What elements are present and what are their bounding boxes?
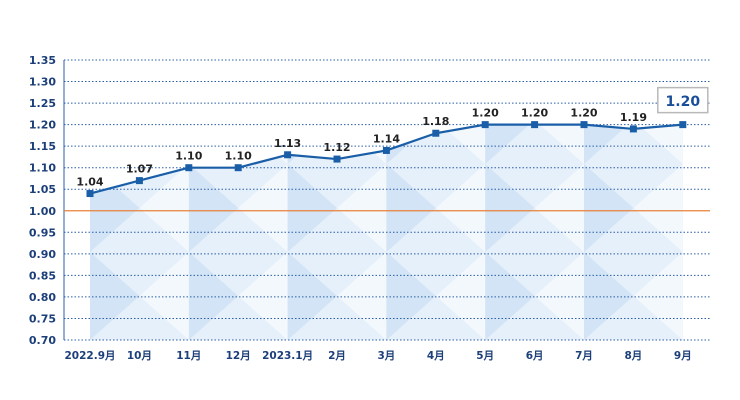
data-point [580,121,588,129]
data-label: 1.12 [323,141,350,154]
data-point [185,164,193,172]
y-tick-label: 1.20 [29,119,56,132]
y-tick-label: 0.75 [29,312,56,325]
y-tick-label: 1.35 [29,54,56,67]
x-tick-label: 8月 [624,350,642,362]
highlight-box [657,86,709,114]
y-tick-label: 1.15 [29,140,56,153]
data-point [333,155,341,163]
data-label: 1.20 [472,107,499,120]
y-tick-label: 0.95 [29,226,56,239]
x-tick-label: 9月 [674,350,692,362]
data-label: 1.13 [274,137,301,150]
data-label: 1.04 [76,176,103,189]
data-point [629,125,637,133]
x-tick-label: 11月 [176,350,201,362]
x-tick-label: 2月 [328,350,346,362]
data-label: 1.19 [620,111,647,124]
x-tick-label: 7月 [575,350,593,362]
x-tick-label: 5月 [476,350,494,362]
data-point [382,146,390,154]
x-tick-label: 12月 [226,350,251,362]
y-tick-label: 1.25 [29,97,56,110]
data-point [481,121,489,129]
y-tick-label: 1.00 [29,205,56,218]
data-point [234,164,242,172]
y-tick-label: 0.85 [29,269,56,282]
y-tick-label: 0.80 [29,291,56,304]
data-label: 1.20 [666,94,701,110]
x-tick-label: 10月 [127,350,152,362]
x-tick-label: 2023.1月 [262,350,313,362]
x-tick-label: 3月 [377,350,395,362]
x-tick-label: 2022.9月 [64,350,115,362]
y-tick-label: 1.30 [29,76,56,89]
data-point [86,190,94,198]
data-point [432,129,440,137]
data-point [531,121,539,129]
data-label: 1.10 [175,150,202,163]
data-point [284,151,292,159]
x-tick-label: 6月 [526,350,544,362]
y-tick-label: 1.05 [29,183,56,196]
data-label: 1.20 [521,107,548,120]
data-label: 1.10 [225,150,252,163]
data-label: 1.18 [422,115,449,128]
y-tick-label: 0.90 [29,248,56,261]
y-tick-label: 1.10 [29,162,56,175]
x-tick-label: 4月 [427,350,445,362]
data-label: 1.07 [126,163,153,176]
y-tick-label: 0.70 [29,334,56,347]
data-label: 1.20 [570,107,597,120]
data-label: 1.14 [373,132,400,145]
data-point [135,177,143,185]
data-point [679,121,687,129]
